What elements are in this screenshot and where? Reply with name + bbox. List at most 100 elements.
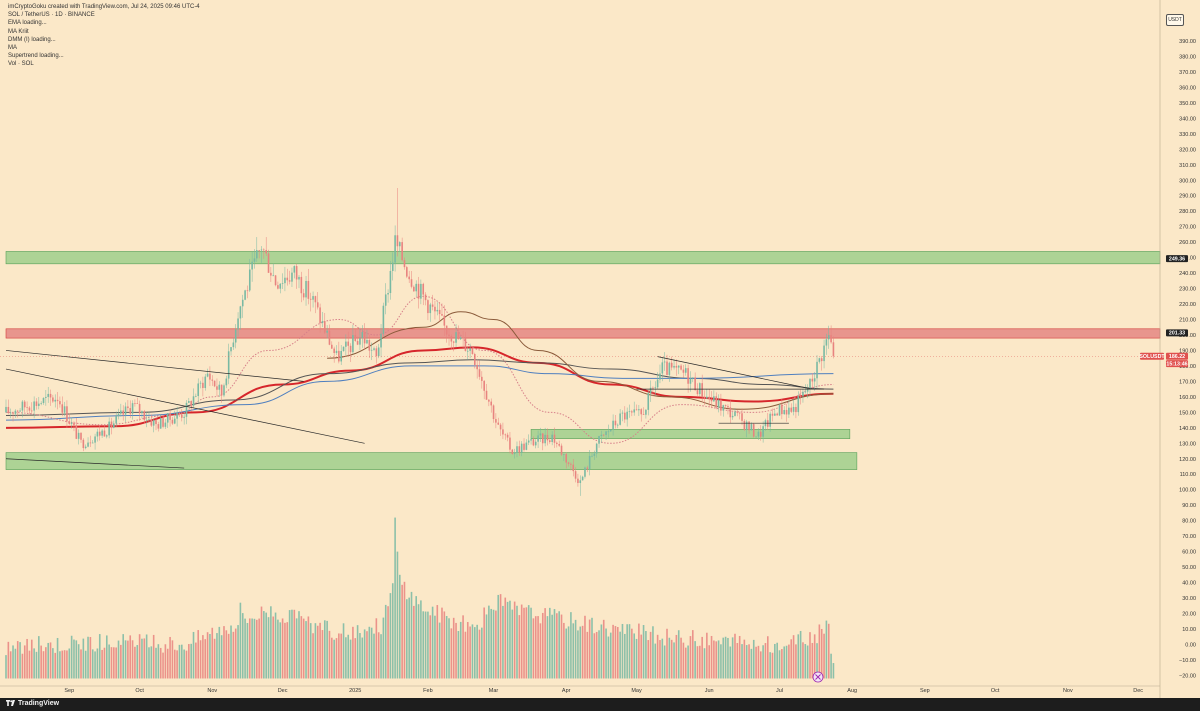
indicator-volume[interactable]: Vol · SOL: [8, 61, 34, 68]
candle-body: [560, 445, 563, 455]
volume-bar: [396, 551, 399, 679]
indicator-dmm[interactable]: DMM (I) loading...: [8, 36, 56, 43]
candle-body: [434, 306, 436, 312]
candle-body: [82, 439, 85, 449]
volume-bar: [466, 622, 469, 679]
volume-bar: [270, 606, 272, 679]
volume-bar: [155, 647, 157, 679]
candle-body: [284, 277, 286, 284]
volume-bar: [684, 647, 687, 679]
zones: [5, 251, 1161, 470]
price-tick-label: 360.00: [1179, 85, 1196, 91]
volume-bar: [656, 634, 659, 679]
candle-body: [5, 406, 7, 413]
candle-body: [574, 471, 577, 479]
candle-body: [781, 404, 783, 415]
volume-bar: [645, 631, 647, 679]
candle-body: [316, 302, 319, 308]
volume-bar: [581, 625, 584, 679]
volume-bar: [781, 649, 783, 679]
volume-bar: [316, 625, 319, 679]
candle-body: [586, 467, 589, 470]
volume-bar: [230, 625, 232, 679]
candle-body: [192, 396, 195, 406]
candle-body: [213, 380, 216, 387]
support-zone[interactable]: [530, 429, 851, 439]
volume-bar: [509, 600, 511, 679]
candle-body: [424, 294, 427, 301]
volume-bar: [195, 642, 197, 679]
time-axis[interactable]: Sep Oct Nov Dec 2025 Feb Mar Apr May Jun Jul Aug Sep…: [64, 688, 1143, 694]
volume-bar: [680, 637, 682, 679]
candle-body: [401, 242, 403, 261]
trend-line[interactable]: [5, 350, 304, 382]
candle-body: [445, 325, 448, 335]
volume-bar: [173, 649, 176, 679]
candle-body: [417, 283, 420, 299]
candle-body: [267, 253, 270, 273]
indicator-ma[interactable]: MA: [8, 45, 17, 52]
candle-body: [462, 337, 464, 339]
candle-body: [206, 373, 209, 377]
price-tick-label: 280.00: [1179, 209, 1196, 215]
support-zone[interactable]: [5, 452, 858, 470]
volume-bar: [150, 646, 153, 679]
candle-body: [40, 403, 42, 404]
price-axis[interactable]: 390.00 380.00 370.00 360.00 350.00 340.00 330.…: [1179, 39, 1196, 679]
resistance-zone[interactable]: [5, 328, 1161, 339]
candle-body: [609, 429, 612, 432]
candle-body: [143, 411, 146, 420]
candle-body: [164, 422, 167, 427]
volume-bar: [309, 623, 312, 679]
volume-bar: [424, 611, 427, 679]
volume-bar: [82, 638, 85, 679]
candle-body: [830, 335, 832, 343]
volume-bar: [312, 633, 314, 679]
candle-body: [274, 275, 277, 286]
support-zone[interactable]: [5, 251, 1161, 265]
candle-body: [145, 419, 148, 421]
volume-bar: [481, 627, 483, 679]
indicator-ema[interactable]: EMA loading...: [8, 20, 47, 27]
volume-bar: [157, 644, 160, 679]
volume-bar: [338, 633, 340, 679]
indicator-symbol[interactable]: SOL / TetherUS · 1D · BINANCE: [8, 12, 95, 19]
candle-body: [567, 462, 570, 464]
volume-bar: [16, 641, 19, 679]
volume-bar: [288, 610, 291, 679]
trend-line[interactable]: [657, 356, 813, 390]
volume-bar: [795, 644, 797, 679]
replay-icon[interactable]: [812, 671, 824, 683]
candle-body: [827, 335, 830, 340]
candle-body: [675, 365, 678, 368]
candle-body: [624, 412, 626, 420]
volume-bar: [14, 648, 17, 679]
time-tick-label: Oct: [135, 688, 144, 694]
volume-bar: [567, 626, 570, 679]
candle-body: [736, 411, 739, 413]
trend-line[interactable]: [5, 458, 185, 469]
trend-line[interactable]: [5, 368, 365, 444]
volume-bar: [551, 614, 553, 679]
indicator-ma-kriit[interactable]: MA Kriit: [8, 28, 29, 35]
indicator-supertrend[interactable]: Supertrend loading...: [8, 53, 64, 60]
candle-body: [42, 397, 45, 404]
candle-body: [309, 298, 312, 300]
volume-bar: [827, 623, 830, 679]
volume-bar: [541, 612, 544, 679]
volume-bar: [549, 607, 551, 679]
candle-body: [239, 306, 242, 319]
tradingview-logo[interactable]: TradingView: [6, 700, 59, 707]
candle-body: [105, 435, 108, 437]
volume-bar: [717, 640, 720, 679]
candle-body: [527, 440, 530, 443]
volume-bar: [438, 622, 441, 679]
volume-bar: [113, 647, 115, 679]
volume-bar: [502, 605, 504, 679]
candle-body: [352, 335, 354, 353]
candle-body: [649, 387, 652, 394]
currency-button[interactable]: USDT: [1166, 14, 1184, 26]
candle-body: [410, 279, 413, 287]
volume-bar: [715, 641, 718, 679]
